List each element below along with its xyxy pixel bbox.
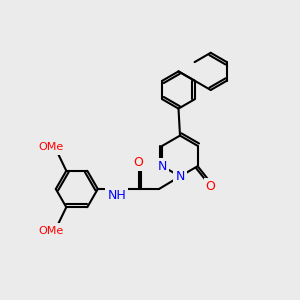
Text: OMe: OMe (39, 142, 64, 152)
Text: N: N (175, 170, 185, 183)
Text: N: N (158, 160, 167, 173)
Text: O: O (206, 180, 215, 193)
Text: NH: NH (107, 189, 126, 202)
Text: OMe: OMe (39, 226, 64, 236)
Text: O: O (134, 156, 143, 169)
